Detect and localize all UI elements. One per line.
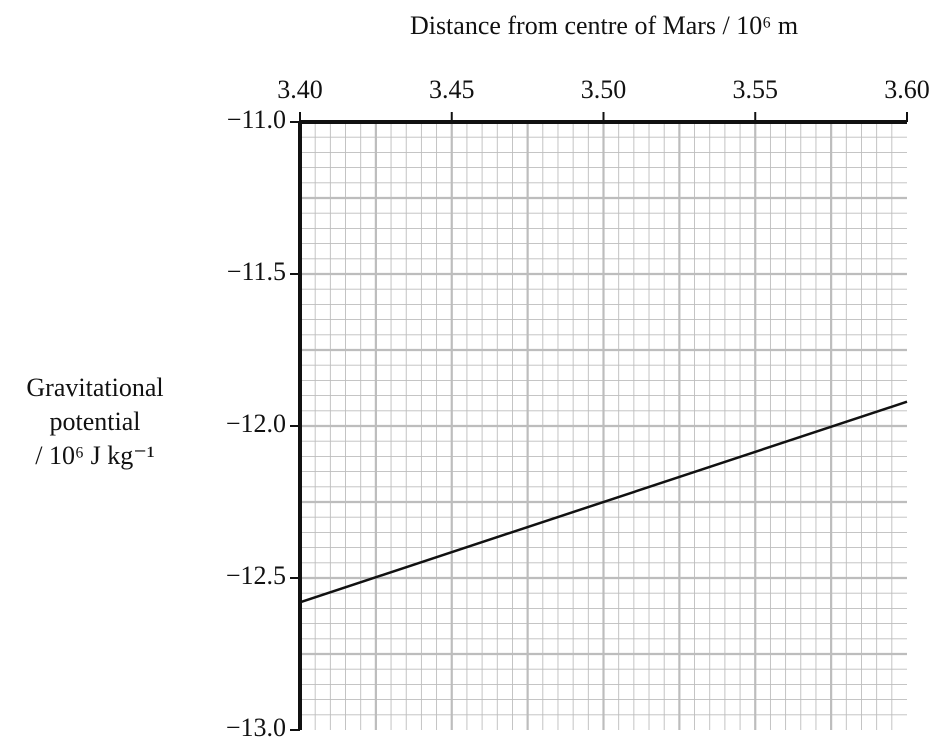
y-tick-label: −11.5 <box>227 257 286 286</box>
y-axis-label: potential <box>50 407 141 436</box>
x-axis-label: Distance from centre of Mars / 10⁶ m <box>410 11 798 40</box>
y-tick-label: −13.0 <box>226 713 286 742</box>
y-tick-label: −12.0 <box>226 409 286 438</box>
x-tick-label: 3.45 <box>429 75 475 104</box>
y-axis-label: Gravitational <box>26 373 163 402</box>
x-tick-label: 3.50 <box>581 75 627 104</box>
y-axis-label: / 10⁶ J kg⁻¹ <box>35 441 154 470</box>
y-tick-label: −11.0 <box>227 105 286 134</box>
x-tick-label: 3.40 <box>277 75 323 104</box>
x-tick-label: 3.55 <box>733 75 779 104</box>
data-line <box>299 400 908 604</box>
x-tick-label: 3.60 <box>884 75 930 104</box>
y-tick-label: −12.5 <box>226 561 286 590</box>
